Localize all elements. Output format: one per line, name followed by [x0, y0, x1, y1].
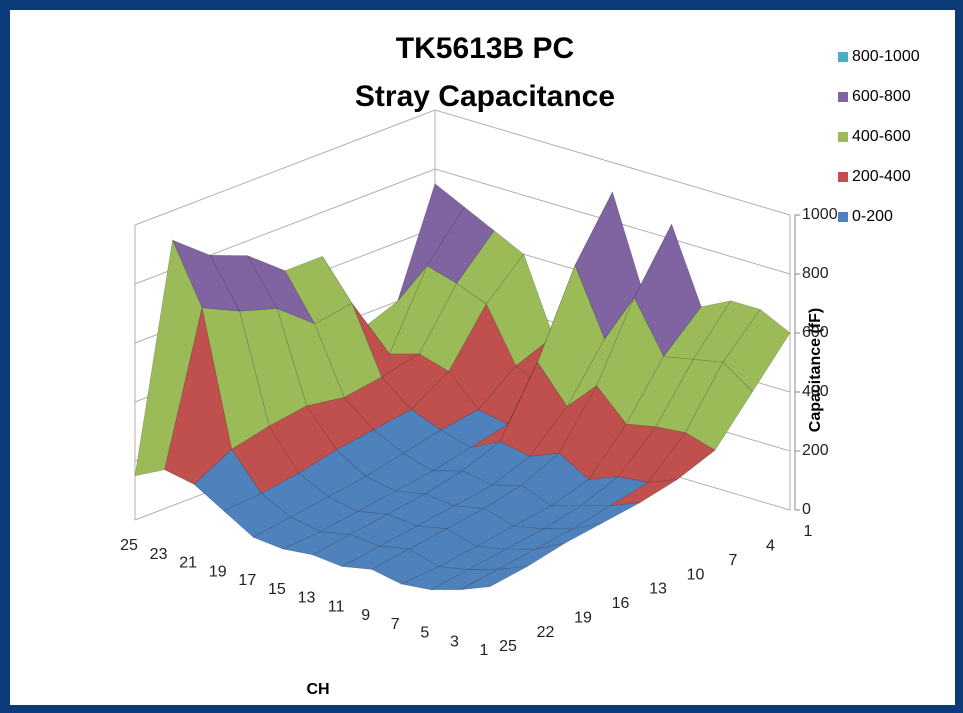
- z-tick-label: 600: [802, 324, 829, 341]
- legend-label: 400-600: [852, 128, 911, 145]
- x-tick-label: 1: [480, 642, 489, 659]
- legend-swatch: [838, 92, 848, 102]
- x-tick-label: 23: [150, 546, 168, 563]
- z-tick-label: 1000: [802, 206, 838, 223]
- chart-title: TK5613B PC: [396, 32, 574, 65]
- x-tick-label: 11: [328, 598, 345, 615]
- legend-swatch: [838, 52, 848, 62]
- z-axis-title: Capacitance (fF): [807, 308, 824, 432]
- legend-label: 200-400: [852, 168, 911, 185]
- x-tick-label: 3: [450, 633, 459, 650]
- x-tick-label: 19: [209, 563, 227, 580]
- z-tick-label: 0: [802, 501, 811, 518]
- x-tick-label: 13: [298, 590, 316, 607]
- z-tick-label: 200: [802, 442, 829, 459]
- x-axis-title: CH: [306, 681, 329, 698]
- legend-swatch: [838, 212, 848, 222]
- z-tick-label: 800: [802, 265, 829, 282]
- y-tick-label: 7: [729, 552, 738, 569]
- z-tick-label: 400: [802, 383, 829, 400]
- x-tick-label: 5: [420, 625, 429, 642]
- x-tick-label: 7: [391, 616, 400, 633]
- y-tick-label: 4: [766, 538, 775, 555]
- legend-swatch: [838, 132, 848, 142]
- y-tick-label: 13: [649, 581, 667, 598]
- y-tick-label: 16: [612, 595, 630, 612]
- legend-label: 0-200: [852, 208, 893, 225]
- y-tick-label: 1: [804, 523, 813, 540]
- legend-swatch: [838, 172, 848, 182]
- x-tick-label: 25: [120, 537, 138, 554]
- legend-label: 800-1000: [852, 48, 920, 65]
- y-tick-label: 22: [537, 624, 555, 641]
- x-tick-label: 15: [268, 581, 286, 598]
- y-tick-label: 19: [574, 609, 592, 626]
- x-tick-label: 21: [179, 555, 197, 572]
- chart-title: Stray Capacitance: [355, 80, 615, 113]
- legend-label: 600-800: [852, 88, 911, 105]
- y-tick-label: 10: [687, 566, 705, 583]
- y-tick-label: 25: [499, 638, 517, 655]
- surface-cell: [460, 566, 528, 590]
- x-tick-label: 17: [238, 572, 256, 589]
- x-tick-label: 9: [361, 607, 370, 624]
